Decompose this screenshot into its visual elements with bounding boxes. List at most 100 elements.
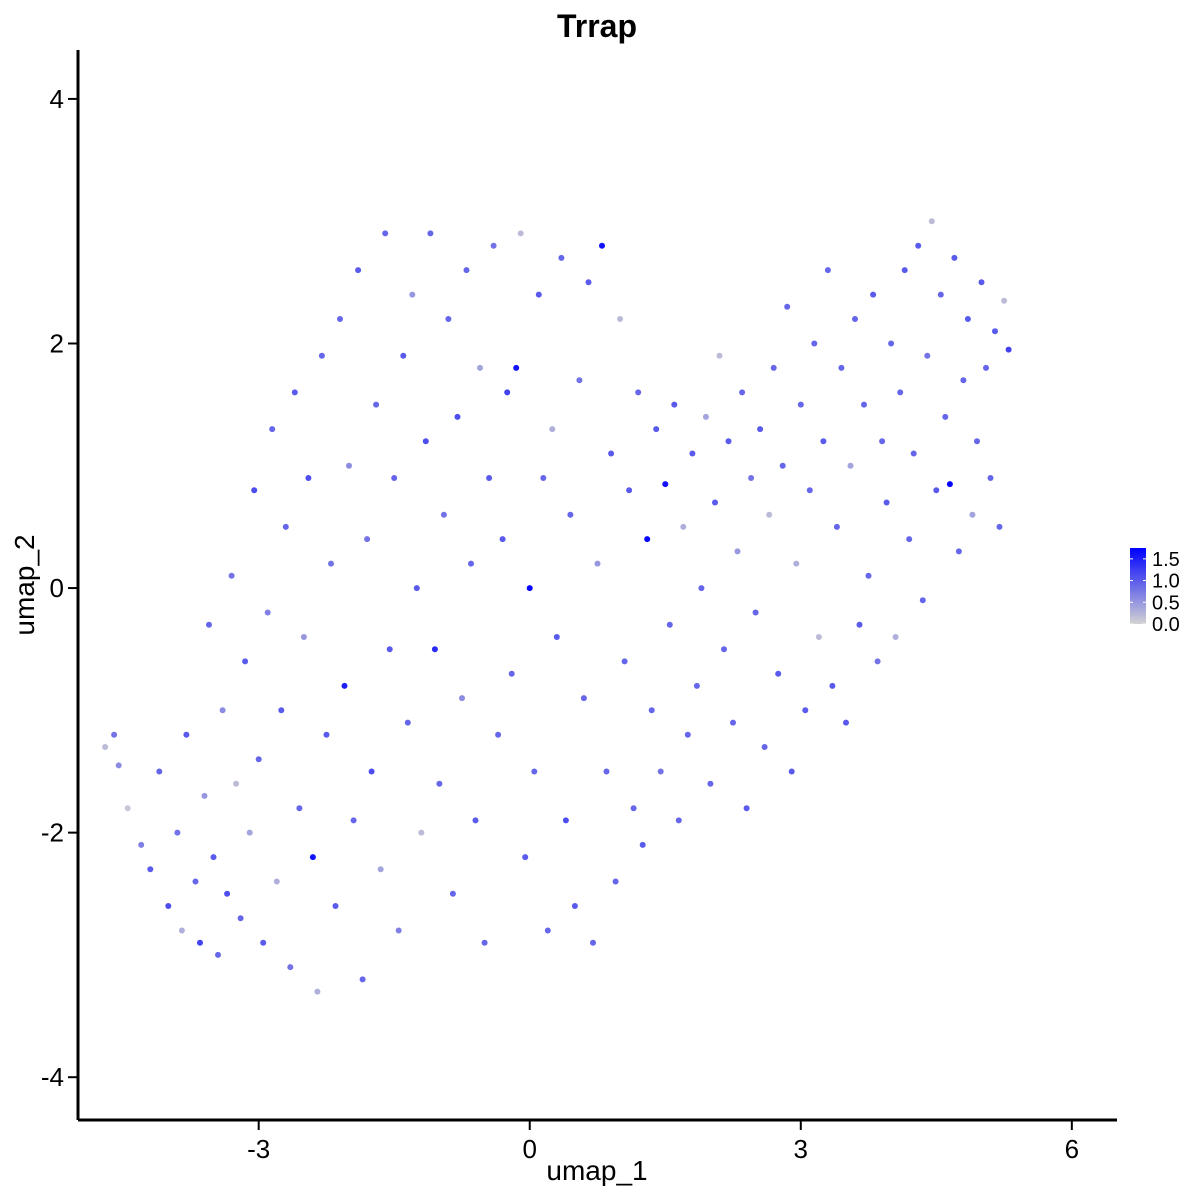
data-point [318,352,325,359]
data-point [996,523,1003,530]
data-point [197,939,203,946]
data-point [906,536,913,543]
data-point [626,487,633,494]
data-point [337,316,343,322]
data-point [1005,346,1012,353]
data-point [522,854,529,861]
y-tick-label: 0 [50,573,64,603]
data-point [391,475,398,481]
data-point [757,426,764,433]
data-point [273,878,280,885]
data-point [870,291,877,298]
data-point [580,695,587,702]
data-point [662,481,669,488]
data-point [946,481,953,488]
data-point [481,939,488,946]
data-point [716,352,723,359]
data-point [915,242,922,249]
data-point [364,536,371,543]
data-point [260,939,267,946]
data-point [630,805,637,812]
data-point [806,487,813,494]
data-point [553,634,560,640]
data-point [725,438,732,445]
data-point [843,719,849,726]
data-point [459,695,465,702]
data-point [115,762,122,769]
data-point [215,951,221,958]
data-point [1001,297,1008,304]
data-point [793,560,800,567]
data-point [355,267,362,274]
data-point [621,658,628,665]
data-point [770,364,777,371]
data-point [477,364,483,371]
data-point [680,523,687,530]
data-point [901,267,908,274]
data-point [590,939,596,946]
data-point [454,413,461,420]
data-point [124,805,131,812]
data-point [617,316,624,322]
data-point [314,988,321,995]
data-point [427,230,434,237]
data-point [766,511,773,518]
data-point [951,254,958,261]
data-point [775,670,782,677]
data-point [138,841,145,848]
data-point [992,328,998,335]
data-point [472,817,479,824]
data-point [535,291,542,298]
data-point [359,976,366,983]
data-point [824,267,831,274]
data-point [309,854,316,861]
legend-colorbar [1130,548,1146,624]
data-point [165,903,172,909]
x-ticks: -3 0 3 6 [247,1120,1079,1164]
data-point [811,340,818,347]
data-point [111,731,118,738]
data-point [224,890,231,897]
data-point [237,915,244,922]
data-point [540,475,547,481]
data-point [404,719,411,726]
data-point [861,401,867,408]
legend-tick-label: 0.0 [1152,614,1180,636]
data-point [544,927,551,934]
data-point [219,707,226,714]
data-point [919,597,926,604]
data-point [328,560,334,567]
data-point [671,401,678,408]
data-point [874,658,881,665]
data-point [983,364,989,371]
data-point [937,291,944,298]
chart-title: Trrap [557,8,637,44]
data-point [657,768,664,775]
data-point [612,878,619,885]
data-point [969,511,976,518]
data-point [513,364,520,371]
data-point [449,890,456,897]
y-tick-label: 4 [50,84,64,114]
data-point [779,462,786,469]
data-point [635,389,642,396]
data-point [865,572,872,579]
legend-tick-label: 1.0 [1152,571,1180,593]
data-point [504,389,511,396]
data-point [702,413,709,420]
data-point [608,450,615,457]
color-legend: 0.00.51.01.5 [1130,548,1180,636]
data-point [576,377,583,384]
data-point [761,744,768,750]
legend-ticks: 0.00.51.01.5 [1130,549,1180,636]
data-point [300,634,307,640]
data-point [206,621,212,628]
data-point [269,426,276,433]
data-point [639,841,646,848]
data-point [251,487,258,494]
data-point [409,291,416,298]
data-point [147,866,154,873]
data-point [815,634,822,640]
data-point [373,401,380,408]
data-point [400,352,407,359]
